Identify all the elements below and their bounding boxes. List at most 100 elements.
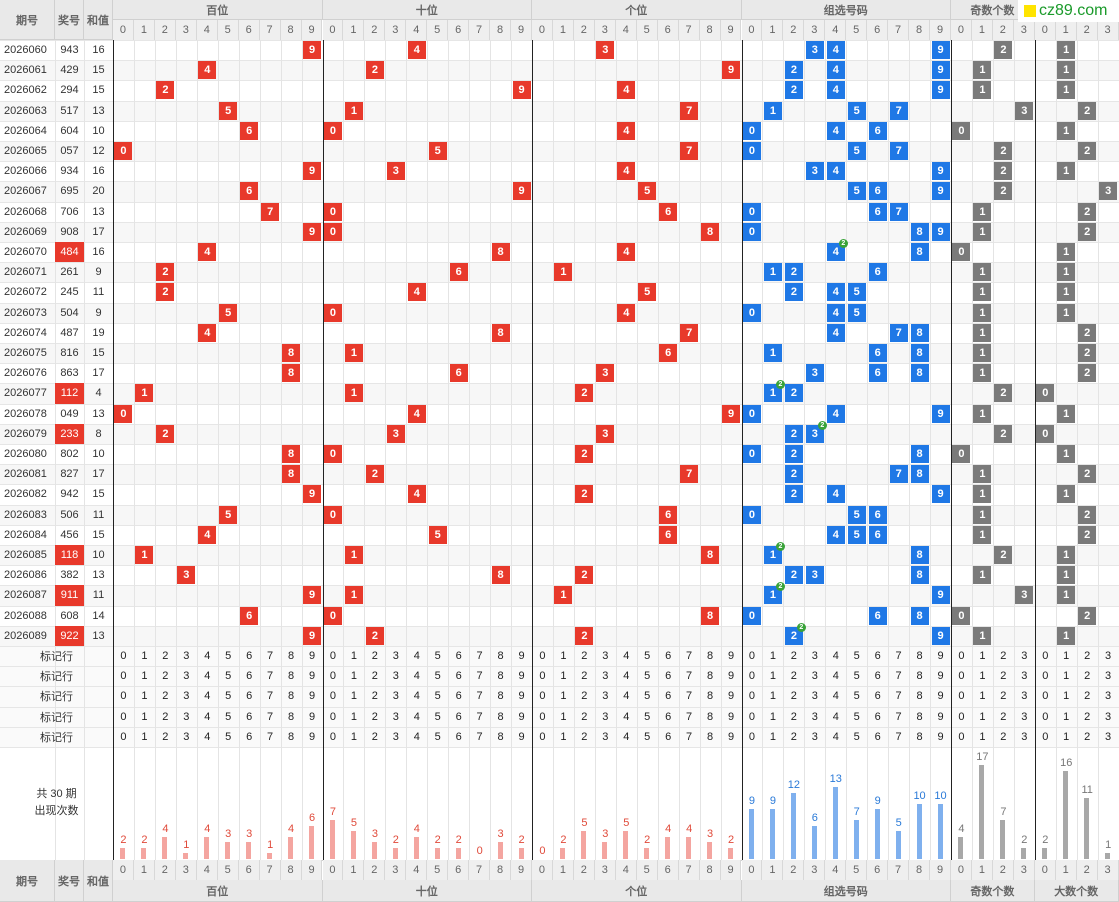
marker-cell[interactable]: 4 xyxy=(204,670,211,683)
marker-row-label[interactable]: 标记行 xyxy=(40,691,73,704)
marker-cell[interactable]: 6 xyxy=(455,670,462,683)
marker-cell[interactable]: 8 xyxy=(916,710,923,723)
marker-cell[interactable]: 6 xyxy=(874,730,881,743)
marker-cell[interactable]: 6 xyxy=(455,690,462,703)
marker-cell[interactable]: 3 xyxy=(811,710,818,723)
marker-cell[interactable]: 1 xyxy=(560,690,567,703)
marker-cell[interactable]: 9 xyxy=(727,730,735,743)
marker-cell[interactable]: 3 xyxy=(811,730,818,743)
marker-cell[interactable]: 7 xyxy=(686,690,693,703)
marker-cell[interactable]: 9 xyxy=(518,670,525,683)
marker-cell[interactable]: 1 xyxy=(560,670,567,683)
marker-cell[interactable]: 4 xyxy=(832,730,839,743)
marker-cell[interactable]: 6 xyxy=(246,710,253,723)
marker-cell[interactable]: 0 xyxy=(958,670,965,683)
marker-cell[interactable]: 2 xyxy=(790,730,797,743)
marker-cell[interactable]: 6 xyxy=(874,650,881,663)
marker-cell[interactable]: 0 xyxy=(958,690,965,703)
marker-cell[interactable]: 5 xyxy=(853,710,860,723)
marker-cell[interactable]: 2 xyxy=(581,730,588,743)
marker-cell[interactable]: 1 xyxy=(560,730,567,743)
marker-cell[interactable]: 0 xyxy=(958,650,965,663)
marker-cell[interactable]: 4 xyxy=(623,710,630,723)
marker-cell[interactable]: 3 xyxy=(811,650,818,663)
marker-cell[interactable]: 1 xyxy=(141,670,148,683)
marker-cell[interactable]: 2 xyxy=(371,710,378,723)
marker-cell[interactable]: 0 xyxy=(539,710,546,723)
marker-cell[interactable]: 0 xyxy=(329,690,337,703)
marker-cell[interactable]: 3 xyxy=(1021,690,1028,703)
marker-cell[interactable]: 4 xyxy=(623,650,630,663)
marker-cell[interactable]: 9 xyxy=(937,670,944,683)
marker-cell[interactable]: 8 xyxy=(288,690,295,703)
marker-cell[interactable]: 2 xyxy=(162,710,169,723)
marker-cell[interactable]: 6 xyxy=(665,670,672,683)
marker-cell[interactable]: 3 xyxy=(1021,710,1028,723)
marker-cell[interactable]: 2 xyxy=(371,730,378,743)
marker-cell[interactable]: 9 xyxy=(937,730,944,743)
marker-cell[interactable]: 7 xyxy=(895,670,902,683)
marker-cell[interactable]: 1 xyxy=(769,650,776,663)
marker-cell[interactable]: 0 xyxy=(958,730,965,743)
marker-cell[interactable]: 3 xyxy=(602,730,609,743)
marker-row-label[interactable]: 标记行 xyxy=(40,731,73,744)
marker-cell[interactable]: 2 xyxy=(790,690,797,703)
marker-cell[interactable]: 1 xyxy=(1063,670,1070,683)
marker-cell[interactable]: 3 xyxy=(602,690,609,703)
marker-cell[interactable]: 4 xyxy=(204,690,211,703)
marker-cell[interactable]: 0 xyxy=(539,730,546,743)
marker-cell[interactable]: 5 xyxy=(225,690,232,703)
marker-cell[interactable]: 5 xyxy=(434,670,441,683)
marker-cell[interactable]: 2 xyxy=(162,730,169,743)
marker-cell[interactable]: 5 xyxy=(644,710,651,723)
marker-cell[interactable]: 3 xyxy=(1105,670,1112,683)
marker-cell[interactable]: 7 xyxy=(895,730,902,743)
marker-cell[interactable]: 8 xyxy=(497,710,504,723)
marker-cell[interactable]: 9 xyxy=(308,690,316,703)
marker-cell[interactable]: 3 xyxy=(1021,650,1028,663)
marker-cell[interactable]: 2 xyxy=(1000,690,1007,703)
marker-cell[interactable]: 4 xyxy=(832,670,839,683)
marker-cell[interactable]: 5 xyxy=(225,650,232,663)
marker-cell[interactable]: 5 xyxy=(644,690,651,703)
marker-cell[interactable]: 4 xyxy=(832,690,839,703)
marker-cell[interactable]: 4 xyxy=(832,710,839,723)
marker-cell[interactable]: 7 xyxy=(267,710,274,723)
marker-cell[interactable]: 1 xyxy=(1063,730,1070,743)
marker-cell[interactable]: 9 xyxy=(308,670,316,683)
marker-cell[interactable]: 7 xyxy=(686,650,693,663)
marker-cell[interactable]: 9 xyxy=(727,670,735,683)
marker-cell[interactable]: 0 xyxy=(329,730,337,743)
marker-cell[interactable]: 1 xyxy=(979,730,986,743)
marker-cell[interactable]: 8 xyxy=(497,690,504,703)
marker-cell[interactable]: 0 xyxy=(329,650,337,663)
marker-cell[interactable]: 1 xyxy=(141,650,148,663)
marker-cell[interactable]: 2 xyxy=(790,670,797,683)
marker-cell[interactable]: 9 xyxy=(727,710,735,723)
marker-cell[interactable]: 7 xyxy=(476,650,483,663)
marker-cell[interactable]: 4 xyxy=(832,650,839,663)
marker-cell[interactable]: 4 xyxy=(413,710,420,723)
marker-cell[interactable]: 2 xyxy=(1000,730,1007,743)
marker-cell[interactable]: 7 xyxy=(686,730,693,743)
marker-cell[interactable]: 0 xyxy=(1042,670,1049,683)
marker-cell[interactable]: 8 xyxy=(707,690,714,703)
marker-cell[interactable]: 6 xyxy=(455,730,462,743)
marker-cell[interactable]: 6 xyxy=(665,730,672,743)
marker-cell[interactable]: 2 xyxy=(1000,650,1007,663)
marker-cell[interactable]: 2 xyxy=(1084,650,1091,663)
marker-cell[interactable]: 2 xyxy=(371,670,378,683)
marker-cell[interactable]: 1 xyxy=(769,690,776,703)
marker-cell[interactable]: 2 xyxy=(790,710,797,723)
marker-cell[interactable]: 7 xyxy=(267,730,274,743)
marker-cell[interactable]: 3 xyxy=(1105,710,1112,723)
marker-cell[interactable]: 1 xyxy=(350,670,357,683)
marker-cell[interactable]: 7 xyxy=(895,710,902,723)
marker-cell[interactable]: 2 xyxy=(162,650,169,663)
marker-cell[interactable]: 5 xyxy=(225,730,232,743)
marker-cell[interactable]: 9 xyxy=(518,690,525,703)
marker-cell[interactable]: 5 xyxy=(644,650,651,663)
marker-cell[interactable]: 3 xyxy=(602,650,609,663)
marker-cell[interactable]: 5 xyxy=(853,690,860,703)
marker-cell[interactable]: 0 xyxy=(539,690,546,703)
